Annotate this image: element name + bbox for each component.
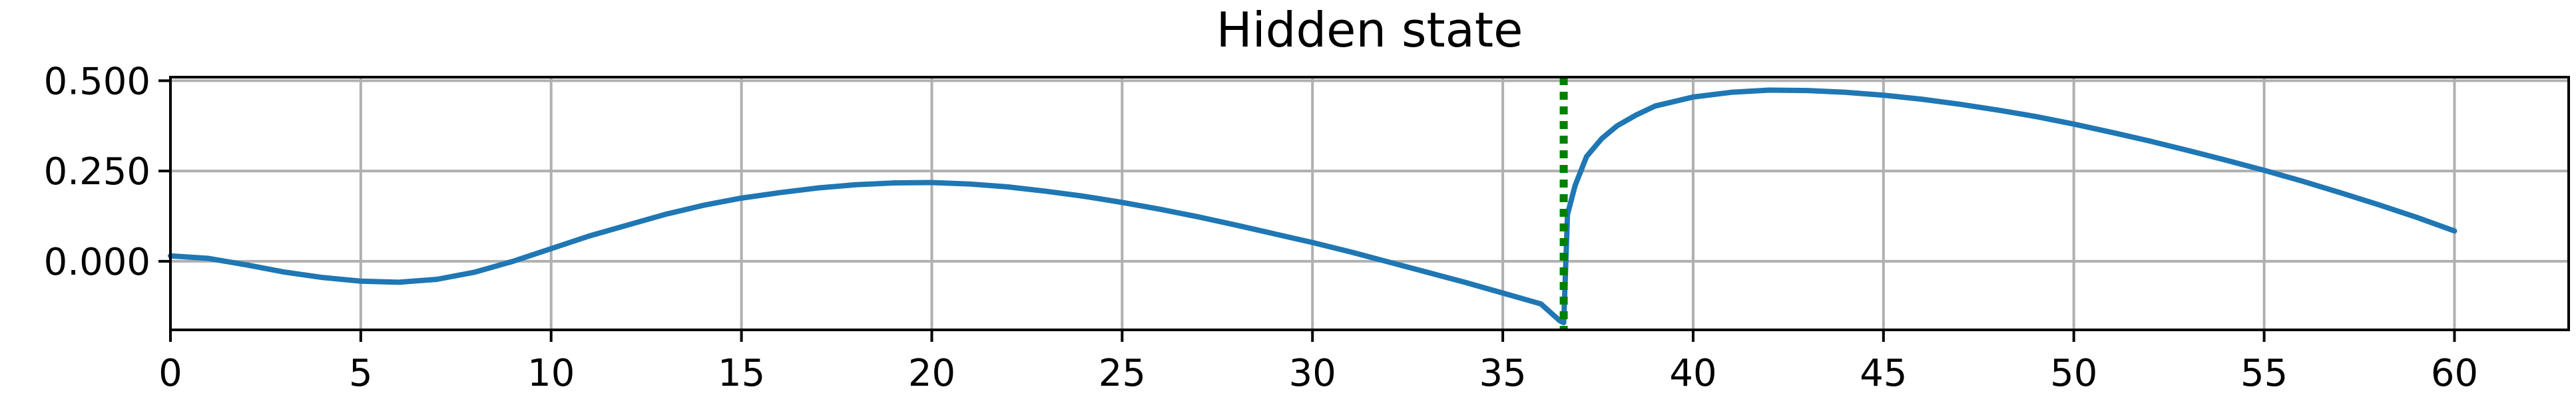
x-tick-label: 30	[1289, 352, 1336, 395]
x-tick-label: 35	[1479, 352, 1526, 395]
series-line-0	[168, 87, 2457, 326]
series-layer	[168, 87, 2457, 326]
x-tick-label: 50	[2050, 352, 2097, 395]
chart-title: Hidden state	[1216, 2, 1523, 58]
y-tick-label: 0.500	[44, 60, 150, 103]
x-tick-label: 10	[527, 352, 575, 395]
x-tick-label: 20	[908, 352, 955, 395]
x-tick-label: 15	[718, 352, 765, 395]
plot-frame	[169, 76, 2570, 331]
x-tick-label: 40	[1669, 352, 1716, 395]
x-tick-label: 5	[349, 352, 373, 395]
x-tick-label: 60	[2431, 352, 2478, 395]
x-tick-label: 0	[158, 352, 182, 395]
x-tick-label: 25	[1099, 352, 1146, 395]
y-axis-ticks: 0.000 0.250 0.500	[44, 60, 170, 284]
x-tick-label: 55	[2240, 352, 2288, 395]
x-tick-label: 45	[1860, 352, 1907, 395]
x-axis-ticks: 0 5 10 15 20 25 30 35 40 45 50 55 60	[158, 330, 2478, 395]
y-tick-label: 0.000	[44, 241, 150, 284]
y-tick-label: 0.250	[44, 150, 150, 194]
grid-lines	[169, 77, 2569, 330]
